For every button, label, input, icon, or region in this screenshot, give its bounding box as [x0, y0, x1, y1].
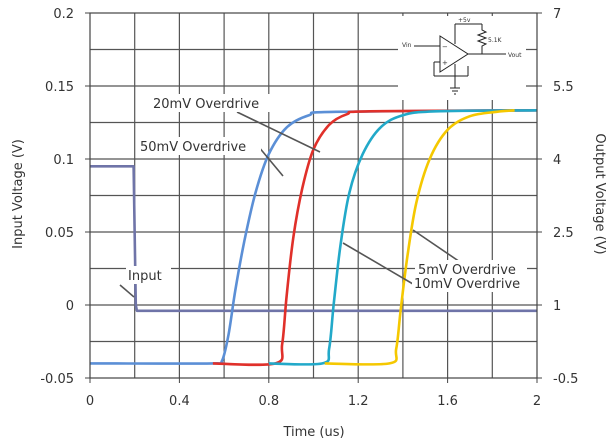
- schematic-input: Vin: [402, 42, 412, 49]
- schematic-plus: +: [442, 59, 448, 67]
- y-tick-label: 0.05: [45, 226, 74, 241]
- x-tick-label: 0.4: [169, 394, 190, 409]
- schematic-minus: −: [442, 43, 448, 51]
- annotation-20mv: 20mV Overdrive: [150, 94, 274, 112]
- y2-axis-label: Output Voltage (V): [592, 133, 607, 254]
- schematic-resistor: 5.1K: [488, 37, 503, 44]
- comparator-icon: [439, 35, 469, 73]
- series-layer: [89, 109, 538, 367]
- plot-frame: [85, 12, 542, 383]
- tick-labels: 0 0.4 0.8 1.2 1.6 2 -0.05 0 0.05 0.1 0.15 0.2 -0.5 1 2…: [40, 7, 578, 409]
- series-line-20mv-overdrive: [212, 109, 538, 367]
- series-line-5mv-overdrive: [324, 109, 515, 366]
- y-tick-label: -0.05: [40, 372, 74, 387]
- annotation-50mv-text: 50mV Overdrive: [140, 140, 246, 155]
- y-tick-label: 0: [66, 299, 74, 314]
- y2-tick-label: 5.5: [553, 80, 574, 95]
- x-tick-label: 0: [86, 394, 94, 409]
- y2-tick-label: 7: [553, 7, 561, 22]
- y-tick-label: 0.2: [53, 7, 74, 22]
- annotation-10mv-text: 10mV Overdrive: [414, 277, 520, 292]
- annotation-10mv: 10mV Overdrive: [412, 274, 532, 292]
- y2-tick-label: 4: [553, 153, 561, 168]
- annotation-input-text: Input: [128, 269, 162, 284]
- x-tick-label: 2: [533, 394, 541, 409]
- plot-border: [89, 12, 538, 379]
- leader-5mv: [412, 229, 464, 265]
- annotation-50mv: 50mV Overdrive: [137, 137, 261, 155]
- leader-50mv: [257, 145, 284, 177]
- schematic-supply: +5v: [458, 17, 471, 24]
- leader-20mv: [236, 111, 321, 153]
- annotation-20mv-text: 20mV Overdrive: [153, 97, 259, 112]
- annotation-leaders: [119, 111, 464, 298]
- x-tick-label: 1.6: [437, 394, 458, 409]
- y2-tick-label: -0.5: [553, 372, 578, 387]
- y-axis-label: Input Voltage (V): [11, 139, 26, 249]
- x-tick-label: 1.2: [348, 394, 369, 409]
- y2-tick-label: 2.5: [553, 226, 574, 241]
- x-axis-label: Time (us): [282, 425, 344, 440]
- series-line-10mv-overdrive: [268, 109, 538, 366]
- schematic-inset: +5v 5.1K Vin Vout − +: [398, 16, 526, 100]
- series-line-input: [90, 165, 537, 313]
- y2-tick-label: 1: [553, 299, 561, 314]
- annotation-input: Input: [126, 266, 171, 284]
- resistor-icon: [476, 24, 488, 54]
- leader-10mv: [342, 242, 414, 285]
- y-tick-label: 0.15: [45, 80, 74, 95]
- leader-input: [119, 284, 135, 298]
- x-tick-label: 0.8: [258, 394, 279, 409]
- y-tick-label: 0.1: [53, 153, 74, 168]
- schematic-output: Vout: [508, 52, 522, 59]
